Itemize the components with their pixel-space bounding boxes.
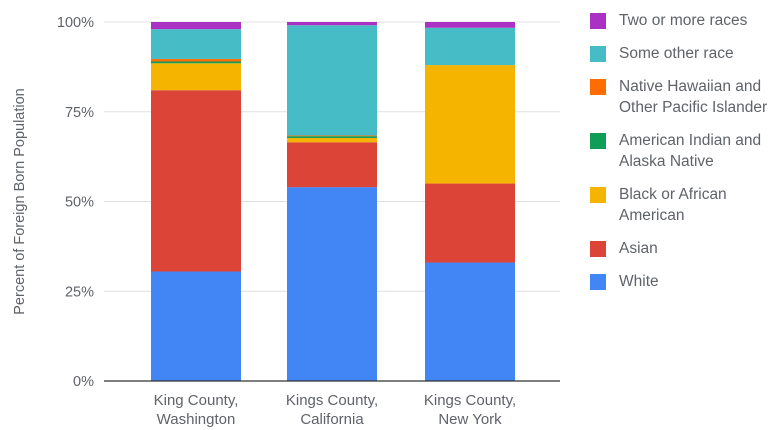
legend-item: White (590, 271, 782, 292)
legend-label: White (619, 273, 659, 290)
legend-item: American Indian and Alaska Native (590, 130, 782, 172)
x-tick-label: Washington (157, 411, 236, 428)
bar-segment (287, 22, 377, 26)
bar-segment (287, 25, 377, 136)
x-tick-label: King County, (154, 392, 239, 409)
x-tick-label: California (300, 411, 364, 428)
legend-label: Two or more races (619, 12, 748, 29)
legend-item: Some other race (590, 43, 782, 64)
legend-swatch (590, 13, 606, 29)
bar-segment (287, 136, 377, 138)
legend-swatch (590, 46, 606, 62)
bar-segment (287, 187, 377, 381)
bar-segment (151, 58, 241, 62)
legend-swatch (590, 79, 606, 95)
bar-segment (287, 137, 377, 143)
legend-label: American Indian and Alaska Native (619, 132, 762, 170)
x-tick-label: Kings County, (286, 392, 378, 409)
legend-item: Black or African American (590, 184, 782, 226)
legend-item: Native Hawaiian and Other Pacific Islande… (590, 76, 782, 118)
legend-swatch (590, 274, 606, 290)
legend-label: Native Hawaiian and Other Pacific Islande… (619, 78, 768, 116)
legend-label: Asian (619, 240, 658, 257)
bar-segment (287, 142, 377, 188)
y-tick-label: 75% (65, 105, 94, 121)
bar-segment (425, 22, 515, 28)
legend-label: Some other race (619, 45, 734, 62)
bar-segment (287, 135, 377, 137)
legend-swatch (590, 241, 606, 257)
bar-segment (151, 29, 241, 59)
bar-segment (151, 63, 241, 91)
legend-swatch (590, 187, 606, 203)
bar-segment (425, 262, 515, 381)
legend-item: Two or more races (590, 10, 782, 31)
bar-segment (151, 22, 241, 30)
plot-area: 0% 25% 50% 75% 100% King County, Washington Kin… (12, 15, 560, 428)
bar-segment (425, 65, 515, 184)
x-tick-label: New York (438, 411, 502, 428)
y-tick-label: 50% (65, 195, 94, 211)
legend-item: Asian (590, 238, 782, 259)
bar-segment (151, 90, 241, 272)
legend-swatch (590, 133, 606, 149)
legend-label: Black or African American (619, 186, 727, 224)
bar-segment (425, 27, 515, 66)
legend: Two or more races Some other race Native H… (590, 10, 782, 304)
bar-segment (151, 271, 241, 381)
y-tick-label: 25% (65, 284, 94, 300)
y-axis-title: Percent of Foreign Born Population (12, 88, 28, 315)
x-tick-label: Kings County, (424, 392, 516, 409)
y-tick-label: 0% (73, 374, 94, 390)
bar-segment (151, 61, 241, 64)
y-tick-label: 100% (57, 15, 94, 31)
bar-segment (425, 183, 515, 263)
